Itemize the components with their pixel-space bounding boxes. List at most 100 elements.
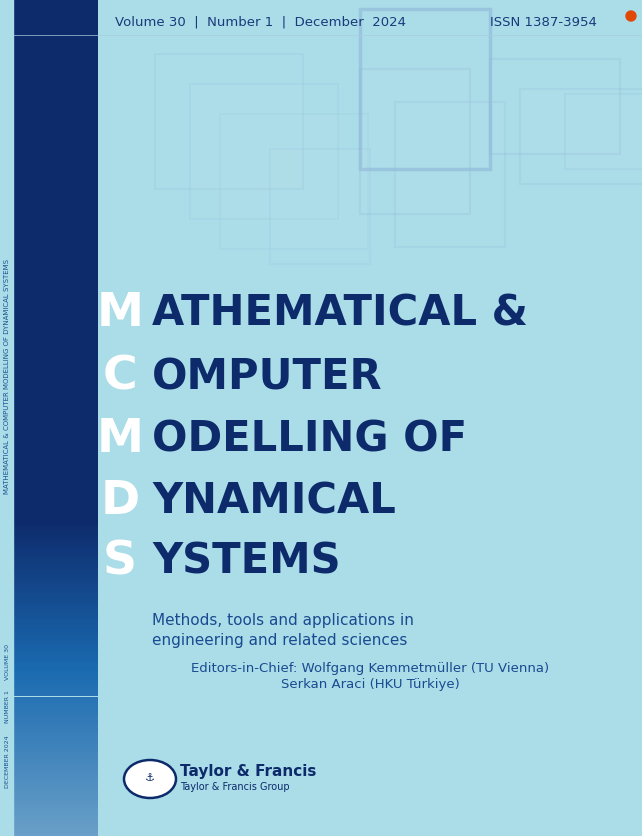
Bar xyxy=(13,466,98,468)
Bar xyxy=(13,324,98,326)
Bar xyxy=(13,84,98,86)
Bar xyxy=(13,240,98,242)
Bar xyxy=(13,142,98,145)
Text: Taylor & Francis Group: Taylor & Francis Group xyxy=(180,781,290,791)
Bar xyxy=(13,516,98,518)
Bar xyxy=(13,510,98,512)
Bar xyxy=(13,318,98,320)
Bar xyxy=(13,677,98,680)
Bar xyxy=(13,788,98,792)
Bar xyxy=(13,441,98,443)
Bar xyxy=(13,59,98,61)
Bar xyxy=(13,217,98,220)
Bar xyxy=(13,301,98,303)
Bar xyxy=(13,209,98,212)
Bar xyxy=(565,95,642,170)
Bar xyxy=(13,574,98,577)
Bar xyxy=(13,340,98,343)
Bar xyxy=(13,73,98,75)
Bar xyxy=(13,98,98,100)
Bar xyxy=(13,449,98,451)
Bar xyxy=(13,761,98,763)
Bar xyxy=(13,783,98,786)
Bar xyxy=(13,747,98,750)
Bar xyxy=(13,507,98,510)
Bar xyxy=(13,232,98,234)
Bar xyxy=(13,769,98,772)
Text: Volume 30  |  Number 1  |  December  2024: Volume 30 | Number 1 | December 2024 xyxy=(115,16,406,28)
Bar xyxy=(13,165,98,167)
Bar xyxy=(13,711,98,713)
Bar xyxy=(13,828,98,830)
Bar xyxy=(13,192,98,195)
Bar xyxy=(13,287,98,290)
Text: MATHEMATICAL & COMPUTER MODELLING OF DYNAMICAL SYSTEMS: MATHEMATICAL & COMPUTER MODELLING OF DYN… xyxy=(4,259,10,493)
Bar xyxy=(13,111,98,115)
Bar xyxy=(13,170,98,173)
Bar xyxy=(13,616,98,619)
Bar xyxy=(13,349,98,351)
Bar xyxy=(13,81,98,84)
Bar xyxy=(13,128,98,131)
Bar xyxy=(360,70,470,215)
Bar xyxy=(13,702,98,705)
Bar xyxy=(13,315,98,318)
Bar xyxy=(13,259,98,262)
Bar xyxy=(13,399,98,401)
Bar xyxy=(13,374,98,376)
Text: DECEMBER 2024: DECEMBER 2024 xyxy=(4,735,10,788)
Bar xyxy=(13,585,98,588)
Bar xyxy=(13,533,98,535)
Bar xyxy=(13,390,98,393)
Bar xyxy=(13,234,98,237)
Bar xyxy=(13,512,98,516)
Bar xyxy=(13,298,98,301)
Bar xyxy=(13,106,98,109)
Bar xyxy=(13,145,98,148)
Bar xyxy=(13,407,98,410)
Bar xyxy=(13,808,98,811)
Bar xyxy=(13,23,98,25)
Bar xyxy=(13,719,98,721)
Bar xyxy=(13,566,98,568)
Bar xyxy=(13,307,98,309)
Bar xyxy=(13,345,98,349)
Bar xyxy=(13,599,98,602)
Bar xyxy=(13,496,98,499)
Bar xyxy=(13,148,98,150)
Bar xyxy=(13,683,98,686)
Text: M: M xyxy=(96,290,144,335)
Bar xyxy=(13,69,98,73)
Bar xyxy=(13,471,98,474)
Bar xyxy=(13,558,98,560)
Text: YNAMICAL: YNAMICAL xyxy=(152,481,396,522)
Bar xyxy=(13,660,98,663)
Bar xyxy=(13,303,98,307)
Bar xyxy=(13,293,98,295)
Bar xyxy=(13,479,98,482)
Bar xyxy=(13,535,98,538)
Bar xyxy=(13,14,98,17)
Bar xyxy=(13,203,98,206)
Bar xyxy=(13,181,98,184)
Text: VOLUME 30: VOLUME 30 xyxy=(4,643,10,679)
Bar xyxy=(13,805,98,808)
Bar xyxy=(13,39,98,42)
Bar xyxy=(13,602,98,604)
Bar xyxy=(13,131,98,134)
Bar xyxy=(13,426,98,429)
Bar xyxy=(13,362,98,365)
Bar xyxy=(270,150,370,265)
Bar xyxy=(13,226,98,228)
Text: Methods, tools and applications in: Methods, tools and applications in xyxy=(152,612,414,627)
Bar xyxy=(13,251,98,253)
Bar xyxy=(13,529,98,533)
Bar xyxy=(13,89,98,92)
Bar xyxy=(13,156,98,159)
Text: ATHEMATICAL &: ATHEMATICAL & xyxy=(152,292,528,334)
Bar xyxy=(13,109,98,111)
Bar xyxy=(13,17,98,19)
Bar xyxy=(13,198,98,201)
Text: Serkan Araci (HKU Türkiye): Serkan Araci (HKU Türkiye) xyxy=(281,678,460,691)
Bar xyxy=(13,797,98,800)
